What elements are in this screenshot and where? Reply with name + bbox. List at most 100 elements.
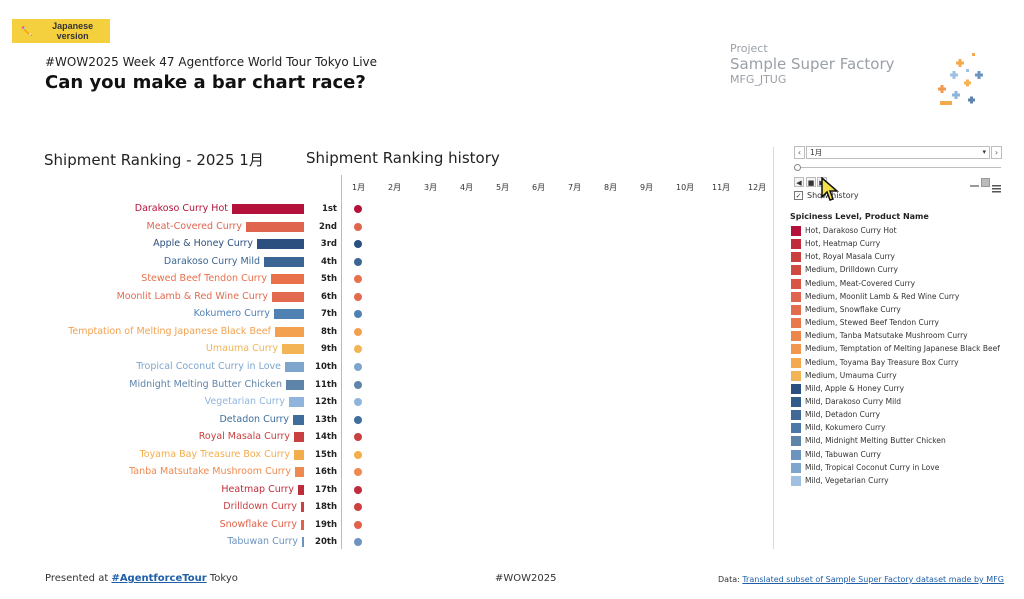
product-label: Snowflake Curry	[219, 518, 297, 530]
legend-swatch	[791, 304, 801, 315]
product-label: Tropical Coconut Curry in Love	[136, 360, 281, 372]
ranking-bar[interactable]	[232, 204, 304, 214]
speed-slow-button[interactable]	[970, 178, 979, 187]
speed-medium-button[interactable]	[981, 178, 990, 187]
agentforce-tour-link[interactable]: #AgentforceTour	[111, 573, 207, 584]
ranking-row: Drilldown Curry	[27, 499, 297, 516]
history-dot[interactable]	[354, 450, 362, 459]
product-label: Stewed Beef Tendon Curry	[141, 273, 267, 285]
history-dot[interactable]	[354, 205, 362, 213]
ranking-row: Darakoso Curry Hot	[0, 201, 228, 218]
legend-swatch	[791, 357, 801, 368]
logo-line3: MFG_JTUG	[730, 73, 787, 86]
ranking-row: Apple & Honey Curry	[0, 236, 253, 253]
logo: Project Sample Super Factory MFG_JTUG	[730, 42, 930, 92]
month-label: 3月	[424, 183, 438, 192]
ranking-bar[interactable]	[294, 449, 304, 460]
history-dot[interactable]	[354, 345, 362, 354]
history-dot[interactable]	[354, 275, 362, 284]
dataset-link[interactable]: Translated subset of Sample Super Factor…	[742, 575, 1004, 584]
next-month-button[interactable]: ›	[991, 146, 1002, 159]
ranking-bar[interactable]	[246, 221, 304, 232]
rank-label: 17th	[315, 484, 337, 495]
ranking-bar[interactable]	[286, 379, 304, 390]
month-label: 10月	[676, 183, 695, 192]
prev-month-button[interactable]: ‹	[794, 146, 805, 159]
legend-swatch	[791, 449, 801, 460]
history-dot[interactable]	[354, 433, 362, 442]
month-label: 4月	[460, 183, 474, 192]
ranking-row: Umauma Curry	[8, 341, 278, 358]
rank-label: 11th	[315, 379, 337, 390]
legend-swatch	[791, 383, 801, 394]
ranking-bar[interactable]	[301, 519, 304, 530]
ranking-bar[interactable]	[272, 291, 304, 302]
rank-label: 13th	[315, 414, 337, 425]
play-back-button[interactable]: ◀	[794, 177, 804, 187]
ranking-bar[interactable]	[274, 309, 304, 320]
ranking-bar[interactable]	[285, 361, 304, 372]
logo-sparkle-icon	[938, 53, 983, 105]
history-dot[interactable]	[354, 292, 362, 301]
legend-swatch	[791, 278, 801, 289]
product-label: Drilldown Curry	[223, 501, 297, 513]
legend-swatch	[791, 318, 801, 329]
month-slider-track[interactable]	[800, 167, 1001, 168]
product-label: Royal Masala Curry	[198, 431, 290, 443]
chevron-down-icon: ▾	[982, 148, 986, 156]
japanese-version-button[interactable]: ✏️ Japanese version	[12, 19, 110, 43]
history-dot[interactable]	[354, 380, 362, 389]
history-dot[interactable]	[354, 362, 362, 371]
legend-label: Medium, Drilldown Curry	[805, 265, 898, 275]
product-label: Darakoso Curry Mild	[163, 255, 260, 267]
history-dot[interactable]	[354, 327, 362, 336]
ranking-row: Temptation of Melting Japanese Black Bee…	[1, 324, 271, 341]
product-label: Detadon Curry	[219, 413, 289, 425]
ranking-bar[interactable]	[302, 537, 304, 548]
history-dot[interactable]	[354, 503, 362, 512]
footer-presented-suffix: Tokyo	[206, 573, 238, 584]
legend-swatch	[791, 226, 801, 236]
history-dot[interactable]	[354, 538, 362, 547]
page-subtitle: #WOW2025 Week 47 Agentforce World Tour T…	[45, 55, 378, 69]
month-label: 12月	[748, 183, 767, 192]
ranking-bar[interactable]	[295, 467, 304, 478]
ranking-row: Royal Masala Curry	[20, 429, 290, 446]
legend-swatch	[791, 344, 801, 355]
footer-presented-prefix: Presented at	[45, 573, 112, 584]
ranking-bar[interactable]	[294, 432, 304, 443]
product-label: Midnight Melting Butter Chicken	[129, 378, 282, 390]
month-dropdown[interactable]: 1月 ▾	[806, 146, 990, 159]
history-dot[interactable]	[354, 468, 362, 477]
ranking-bar[interactable]	[275, 326, 304, 337]
history-dot[interactable]	[354, 415, 362, 424]
ranking-bar[interactable]	[264, 256, 304, 267]
stop-button[interactable]: ■	[806, 177, 816, 187]
history-dot[interactable]	[354, 398, 362, 407]
history-dot[interactable]	[354, 240, 362, 249]
month-label: 1月	[352, 183, 366, 192]
history-dot[interactable]	[354, 520, 362, 529]
ranking-bar[interactable]	[257, 239, 304, 250]
show-history-checkbox[interactable]: ✓	[794, 191, 803, 200]
speed-fast-icon	[992, 185, 1001, 193]
history-dot[interactable]	[354, 310, 362, 319]
history-dot[interactable]	[354, 257, 362, 266]
month-slider-handle[interactable]	[794, 164, 801, 171]
legend-swatch	[791, 436, 801, 447]
legend-title: Spiciness Level, Product Name	[790, 212, 929, 221]
rank-label: 2nd	[318, 221, 337, 232]
ranking-bar[interactable]	[301, 502, 304, 513]
ranking-bar[interactable]	[289, 397, 304, 408]
ranking-bar[interactable]	[271, 274, 304, 285]
speed-fast-button[interactable]	[992, 178, 1001, 193]
ranking-row: Tropical Coconut Curry in Love	[11, 359, 281, 376]
product-label: Toyama Bay Treasure Box Curry	[139, 448, 290, 460]
ranking-bar[interactable]	[293, 414, 304, 425]
history-dot[interactable]	[354, 222, 362, 231]
legend-label: Hot, Darakoso Curry Hot	[805, 226, 897, 235]
history-dot[interactable]	[354, 485, 362, 494]
ranking-bar[interactable]	[298, 484, 304, 495]
ranking-bar[interactable]	[282, 344, 304, 355]
ranking-row: Vegetarian Curry	[15, 394, 285, 411]
